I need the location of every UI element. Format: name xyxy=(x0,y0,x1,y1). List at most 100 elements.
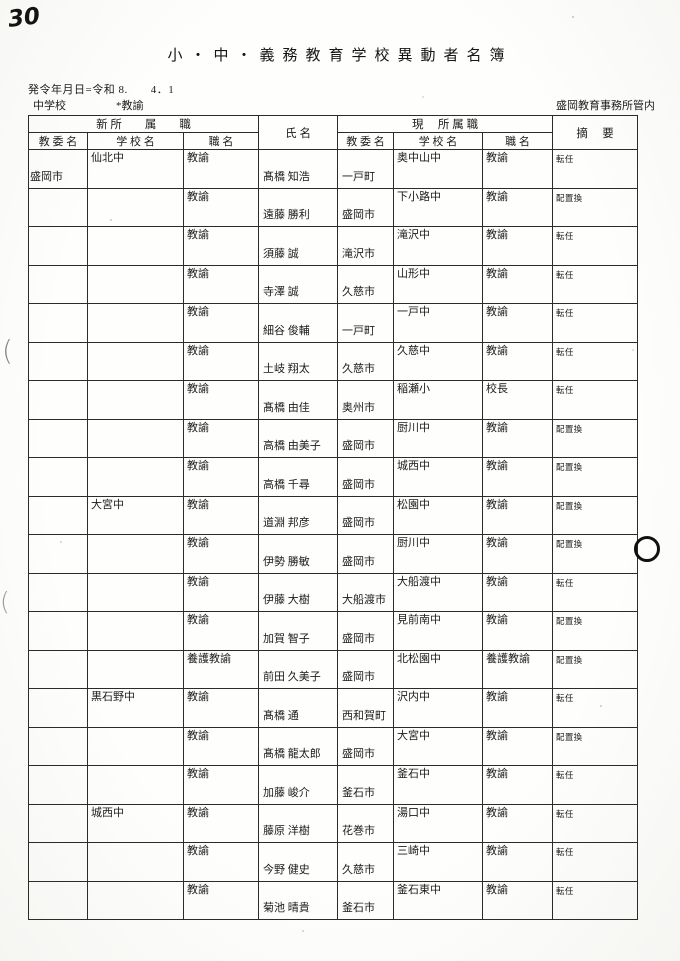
cur-committee: 大船渡市 xyxy=(342,594,387,606)
new-school xyxy=(89,458,183,460)
table-row: 教諭 遠藤 勝利 盛岡市 下小路中 教諭 配置換 xyxy=(28,187,639,227)
remark: 転任 xyxy=(556,346,574,357)
new-title: 教諭 xyxy=(187,152,209,164)
new-title: 教諭 xyxy=(187,537,209,549)
person-name: 今野 健史 xyxy=(263,863,310,876)
cur-school: 厨川中 xyxy=(397,421,431,434)
person-name: 藤原 洋樹 xyxy=(263,825,310,837)
header-new-school: 学 校 名 xyxy=(87,132,184,150)
table-header-row-groups: 新 所 属 職 氏 名 現 所 属 職 摘 要 xyxy=(27,115,639,150)
handwritten-page-number: 30 xyxy=(6,3,42,33)
new-school: 仙北中 xyxy=(91,152,124,164)
cur-title: 教諭 xyxy=(486,729,509,742)
header-cur-title: 職 名 xyxy=(482,132,554,150)
school-level-label: 中学校 xyxy=(33,100,66,112)
remark: 転任 xyxy=(556,847,574,857)
new-title: 教諭 xyxy=(187,883,209,896)
table-row: 教諭 高橋 由美子 盛岡市 厨川中 教諭 配置換 xyxy=(28,418,639,458)
cur-school: 松園中 xyxy=(397,498,431,511)
new-committee xyxy=(30,299,87,303)
new-school: 城西中 xyxy=(91,806,124,819)
table-row: 城西中 教諭 藤原 洋樹 花巻市 湯口中 教諭 転任 xyxy=(28,803,639,843)
remark: 転任 xyxy=(556,693,574,703)
person-name: 髙橋 龍太郎 xyxy=(263,748,321,760)
remark: 転任 xyxy=(556,231,574,241)
person-name: 伊藤 大樹 xyxy=(263,594,310,606)
new-school xyxy=(89,651,183,653)
new-school xyxy=(89,304,183,306)
new-school xyxy=(89,381,183,383)
header-current-affiliation: 現 所 属 職 xyxy=(337,115,554,133)
header-new-committee: 教 委 名 xyxy=(28,132,88,150)
person-name: 前田 久美子 xyxy=(263,671,321,683)
person-name: 須藤 誠 xyxy=(263,247,299,260)
punch-hole-mark: ( xyxy=(0,587,10,616)
new-committee xyxy=(30,492,87,496)
cur-school: 一戸中 xyxy=(397,306,431,318)
new-committee xyxy=(30,376,87,380)
table-row: 教諭 髙橋 龍太郎 盛岡市 大宮中 教諭 配置換 xyxy=(28,726,639,766)
remark: 配置換 xyxy=(556,192,583,203)
cur-title: 教諭 xyxy=(486,768,509,780)
cur-title: 教諭 xyxy=(486,614,509,626)
table-row: 教諭 今野 健史 久慈市 三崎中 教諭 転任 xyxy=(28,842,639,882)
cur-committee: 釜石市 xyxy=(342,902,376,914)
new-title: 教諭 xyxy=(187,614,209,626)
cur-title: 教諭 xyxy=(486,537,509,549)
remark: 転任 xyxy=(556,808,574,819)
cur-school: 湯口中 xyxy=(397,806,431,819)
punch-hole-mark: ( xyxy=(2,334,13,367)
header-new-affiliation: 新 所 属 職 xyxy=(27,115,260,133)
new-school xyxy=(89,266,183,268)
scan-noise xyxy=(572,16,574,18)
new-school xyxy=(89,882,183,884)
new-committee xyxy=(30,338,87,342)
cur-committee: 盛岡市 xyxy=(342,209,376,221)
table-row: 教諭 髙橋 由佳 奥州市 稲瀬小 校長 転任 xyxy=(28,380,639,420)
table-row: 大宮中 教諭 道淵 邦彦 盛岡市 松園中 教諭 配置換 xyxy=(28,495,639,535)
new-school xyxy=(89,189,183,191)
new-committee xyxy=(30,222,87,226)
new-title: 教諭 xyxy=(187,460,209,472)
person-name: 髙橋 通 xyxy=(263,709,299,722)
new-school xyxy=(89,574,183,576)
new-committee xyxy=(30,838,87,842)
table-header-row-columns: 教 委 名 学 校 名 職 名 教 委 名 学 校 名 職 名 xyxy=(28,132,638,150)
cur-school: 稲瀬小 xyxy=(397,383,431,395)
asterisk-note: *教諭 xyxy=(116,100,144,112)
new-committee xyxy=(30,261,87,265)
cur-title: 教諭 xyxy=(486,575,509,588)
table-row: 教諭 伊藤 大樹 大船渡市 大船渡中 教諭 転任 xyxy=(28,572,639,612)
remark: 転任 xyxy=(556,770,574,780)
cur-committee: 滝沢市 xyxy=(342,247,376,260)
cur-title: 教諭 xyxy=(486,883,509,896)
person-name: 高橋 由美子 xyxy=(263,440,321,452)
cur-committee: 一戸町 xyxy=(342,324,376,337)
new-title: 教諭 xyxy=(187,845,209,857)
circle-annotation-mark xyxy=(634,536,660,562)
remark: 配置換 xyxy=(556,500,583,511)
cur-title: 教諭 xyxy=(486,806,509,819)
cur-committee: 盛岡市 xyxy=(342,671,376,683)
cur-committee: 久慈市 xyxy=(342,363,376,375)
cur-school: 城西中 xyxy=(397,460,431,472)
cur-school: 厨川中 xyxy=(397,537,431,549)
cur-school: 奥中山中 xyxy=(397,152,442,164)
new-committee xyxy=(30,453,87,457)
new-school xyxy=(89,843,183,845)
cur-committee: 盛岡市 xyxy=(342,555,376,568)
table-row: 教諭 寺澤 誠 久慈市 山形中 教諭 転任 xyxy=(28,264,639,304)
new-committee: 盛岡市 xyxy=(30,170,63,183)
new-school xyxy=(89,420,183,422)
table-row: 養護教諭 前田 久美子 盛岡市 北松園中 養護教諭 配置換 xyxy=(28,649,639,689)
person-name: 寺澤 誠 xyxy=(263,286,299,298)
cur-school: 大宮中 xyxy=(397,729,431,742)
new-title: 教諭 xyxy=(187,575,209,588)
cur-committee: 久慈市 xyxy=(342,863,376,876)
cur-committee: 盛岡市 xyxy=(342,517,376,529)
person-name: 高橋 千尋 xyxy=(263,478,310,491)
new-title: 教諭 xyxy=(187,768,209,780)
new-school xyxy=(89,227,183,229)
remark: 配置換 xyxy=(556,462,583,472)
